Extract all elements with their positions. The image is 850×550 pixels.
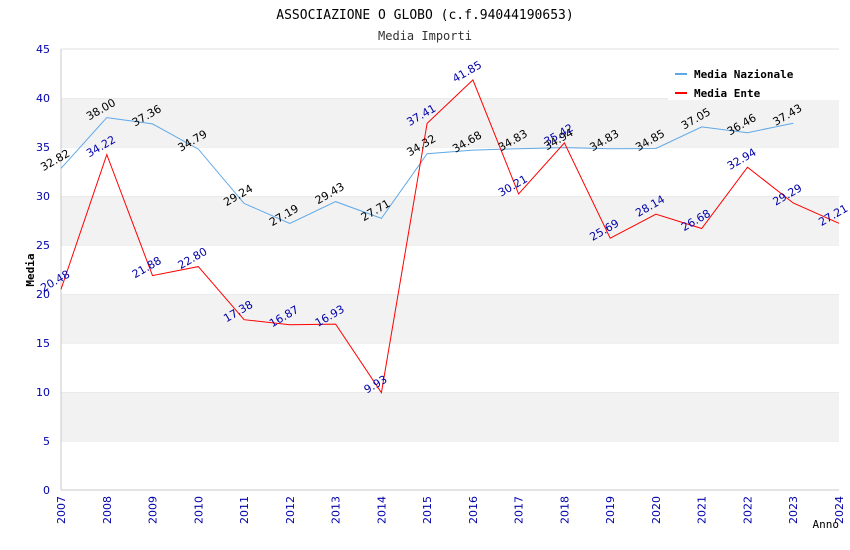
x-tick-label: 2009 bbox=[147, 496, 160, 524]
x-tick-label: 2017 bbox=[513, 496, 526, 524]
x-axis-label: Anno bbox=[813, 518, 840, 531]
x-axis-ticks: 2007 2008 2009 2010 2011 2012 2013 2014 2015 2016… bbox=[55, 496, 846, 524]
x-tick-label: 2008 bbox=[101, 496, 114, 524]
x-tick-label: 2011 bbox=[238, 496, 251, 524]
series-line-2 bbox=[60, 79, 840, 395]
x-tick-label: 2019 bbox=[604, 496, 617, 524]
grid-band bbox=[61, 98, 839, 147]
x-tick-label: 2018 bbox=[558, 496, 571, 524]
chart-subtitle: Media Importi bbox=[378, 29, 472, 43]
grid-band bbox=[61, 196, 839, 245]
x-tick-label: 2013 bbox=[330, 496, 343, 524]
axes bbox=[60, 49, 839, 491]
y-tick-label: 25 bbox=[36, 239, 50, 252]
y-tick-label: 20 bbox=[36, 288, 50, 301]
y-tick-label: 30 bbox=[36, 190, 50, 203]
x-tick-label: 2014 bbox=[375, 496, 388, 524]
grid-band bbox=[61, 245, 839, 294]
y-tick-label: 35 bbox=[36, 141, 50, 154]
x-tick-label: 2015 bbox=[421, 496, 434, 524]
x-tick-label: 2010 bbox=[192, 496, 205, 524]
legend-box bbox=[668, 60, 840, 100]
grid-band bbox=[61, 343, 839, 392]
grid-bands bbox=[61, 48, 839, 490]
grid-band bbox=[61, 392, 839, 441]
grid-band bbox=[61, 441, 839, 490]
chart-title: ASSOCIAZIONE O GLOBO (c.f.94044190653) bbox=[276, 8, 573, 23]
x-tick-label: 2012 bbox=[284, 496, 297, 524]
legend-label: Media Ente bbox=[694, 87, 761, 100]
y-tick-label: 45 bbox=[36, 43, 50, 56]
y-tick-label: 0 bbox=[43, 484, 50, 497]
legend: Media Nazionale Media Ente bbox=[668, 60, 840, 100]
x-tick-label: 2024 bbox=[833, 496, 846, 524]
y-axis-label: Media bbox=[24, 253, 37, 286]
x-tick-label: 2021 bbox=[696, 496, 709, 524]
x-tick-label: 2023 bbox=[787, 496, 800, 524]
grid-band bbox=[61, 294, 839, 343]
x-tick-label: 2022 bbox=[741, 496, 754, 524]
y-tick-label: 15 bbox=[36, 337, 50, 350]
x-tick-label: 2016 bbox=[467, 496, 480, 524]
x-tick-label: 2007 bbox=[55, 496, 68, 524]
series-lines bbox=[60, 79, 840, 395]
y-tick-label: 10 bbox=[36, 386, 50, 399]
series-line-1 bbox=[60, 117, 794, 225]
grid-band bbox=[61, 147, 839, 196]
x-tick-label: 2020 bbox=[650, 496, 663, 524]
legend-label: Media Nazionale bbox=[694, 68, 794, 81]
y-tick-label: 40 bbox=[36, 92, 50, 105]
y-tick-label: 5 bbox=[43, 435, 50, 448]
y-axis-ticks: 0 5 10 15 20 25 30 35 40 45 bbox=[36, 43, 50, 497]
